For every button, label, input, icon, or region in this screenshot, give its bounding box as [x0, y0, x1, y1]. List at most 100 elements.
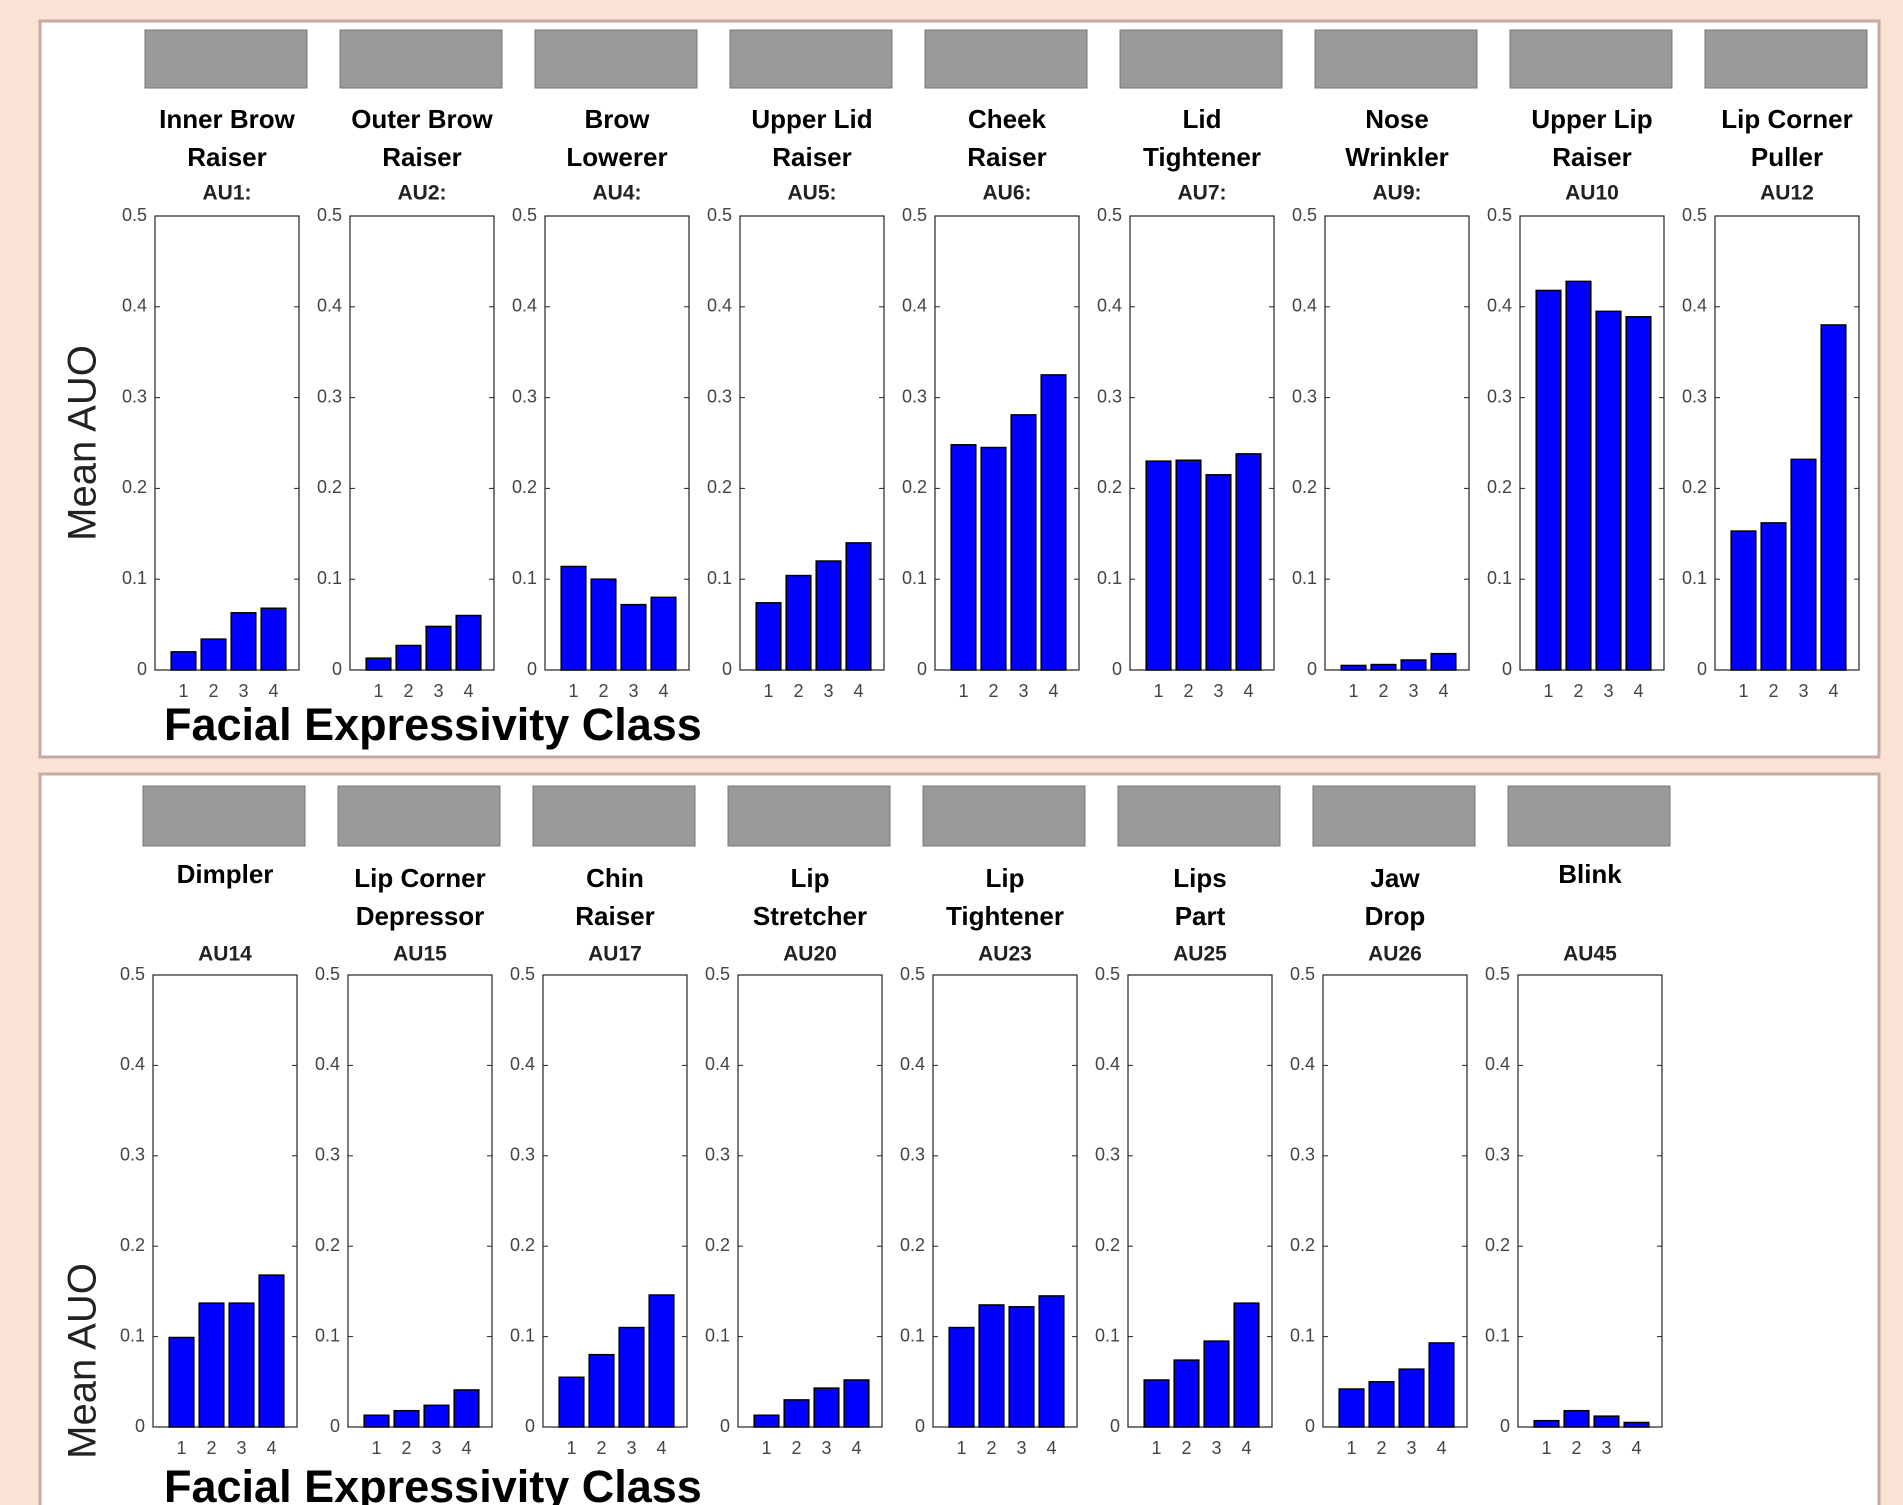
face-image — [1118, 786, 1280, 846]
x-tick-label: 4 — [463, 681, 473, 701]
y-tick-label: 0.5 — [510, 964, 535, 984]
y-tick-label: 0.2 — [707, 477, 732, 497]
y-tick-label: 0.4 — [1292, 296, 1317, 316]
bar — [261, 608, 286, 670]
y-tick-label: 0.3 — [1682, 386, 1707, 406]
x-tick-label: 3 — [236, 1438, 246, 1458]
face-image — [535, 30, 697, 88]
x-tick-label: 1 — [956, 1438, 966, 1458]
y-tick-label: 0 — [1502, 659, 1512, 679]
y-tick-label: 0.4 — [1095, 1054, 1120, 1074]
y-tick-label: 0.2 — [120, 1235, 145, 1255]
au-name: Tightener — [1143, 142, 1261, 172]
y-tick-label: 0.2 — [1097, 477, 1122, 497]
face-image — [923, 786, 1085, 846]
x-tick-label: 2 — [598, 681, 608, 701]
bar — [259, 1275, 284, 1427]
au-name: Raiser — [772, 142, 852, 172]
face-image — [728, 786, 890, 846]
bar — [1339, 1389, 1364, 1427]
bar — [1176, 460, 1201, 670]
au-code: AU5: — [787, 182, 836, 205]
bar — [649, 1295, 674, 1427]
bar — [1536, 290, 1561, 670]
x-tick-label: 2 — [988, 681, 998, 701]
bar — [1626, 317, 1651, 670]
au-name: Upper Lip — [1531, 104, 1652, 134]
x-tick-label: 2 — [403, 681, 413, 701]
bar — [1401, 660, 1426, 670]
y-tick-label: 0.5 — [1292, 205, 1317, 225]
bar — [1039, 1296, 1064, 1427]
y-tick-label: 0.5 — [1485, 964, 1510, 984]
y-tick-label: 0.1 — [900, 1325, 925, 1345]
au-name: Raiser — [187, 142, 267, 172]
bar — [1429, 1343, 1454, 1427]
y-tick-label: 0.2 — [512, 477, 537, 497]
face-image — [1120, 30, 1282, 88]
x-tick-label: 3 — [431, 1438, 441, 1458]
y-tick-label: 0.3 — [1097, 386, 1122, 406]
bar — [1534, 1421, 1559, 1427]
x-tick-label: 4 — [1243, 681, 1253, 701]
x-tick-label: 1 — [373, 681, 383, 701]
y-tick-label: 0.2 — [1292, 477, 1317, 497]
au-code: AU15 — [393, 943, 447, 966]
bar — [621, 605, 646, 670]
y-tick-label: 0.1 — [1487, 568, 1512, 588]
x-tick-label: 4 — [656, 1438, 666, 1458]
x-tick-label: 1 — [1346, 1438, 1356, 1458]
au-code: AU6: — [982, 182, 1031, 205]
y-tick-label: 0 — [1112, 659, 1122, 679]
y-tick-label: 0.4 — [707, 296, 732, 316]
y-tick-label: 0.1 — [1682, 568, 1707, 588]
y-tick-label: 0 — [1110, 1416, 1120, 1436]
bar — [1566, 281, 1591, 670]
y-tick-label: 0 — [1305, 1416, 1315, 1436]
bar — [1041, 375, 1066, 670]
y-tick-label: 0.1 — [315, 1325, 340, 1345]
au-name: Lowerer — [566, 142, 667, 172]
face-image — [1315, 30, 1477, 88]
y-tick-label: 0.4 — [900, 1054, 925, 1074]
bar — [366, 658, 391, 670]
au-code: AU1: — [202, 182, 251, 205]
y-tick-label: 0.1 — [1097, 568, 1122, 588]
y-tick-label: 0.1 — [317, 568, 342, 588]
face-image — [1705, 30, 1867, 88]
x-tick-label: 2 — [206, 1438, 216, 1458]
x-tick-label: 2 — [401, 1438, 411, 1458]
bar — [619, 1328, 644, 1427]
au-name: Stretcher — [753, 901, 867, 931]
face-image — [533, 786, 695, 846]
y-tick-label: 0.5 — [707, 205, 732, 225]
bar — [1236, 454, 1261, 670]
bar — [1624, 1422, 1649, 1427]
face-image — [925, 30, 1087, 88]
y-tick-label: 0.1 — [705, 1325, 730, 1345]
y-tick-label: 0.2 — [317, 477, 342, 497]
x-tick-label: 2 — [596, 1438, 606, 1458]
y-tick-label: 0 — [917, 659, 927, 679]
x-axis-label: Facial Expressivity Class — [164, 1461, 702, 1505]
x-tick-label: 1 — [1738, 681, 1748, 701]
bar — [1144, 1380, 1169, 1427]
bar — [979, 1305, 1004, 1427]
bar — [364, 1415, 389, 1427]
bar — [394, 1411, 419, 1427]
y-tick-label: 0 — [722, 659, 732, 679]
bar — [456, 616, 481, 670]
x-tick-label: 2 — [1183, 681, 1193, 701]
face-image — [1313, 786, 1475, 846]
y-tick-label: 0.2 — [705, 1235, 730, 1255]
y-tick-label: 0.4 — [512, 296, 537, 316]
y-tick-label: 0.2 — [122, 477, 147, 497]
au-code: AU26 — [1368, 943, 1422, 966]
y-tick-label: 0.1 — [510, 1325, 535, 1345]
y-tick-label: 0.4 — [1682, 296, 1707, 316]
au-name: Depressor — [356, 901, 485, 931]
y-tick-label: 0.2 — [1485, 1235, 1510, 1255]
x-tick-label: 4 — [461, 1438, 471, 1458]
x-tick-label: 3 — [823, 681, 833, 701]
y-tick-label: 0.5 — [900, 964, 925, 984]
